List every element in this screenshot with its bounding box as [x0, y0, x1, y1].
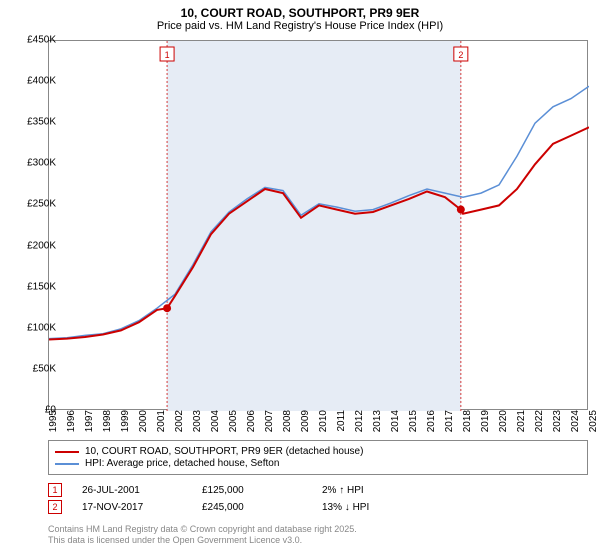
legend-label-hpi: HPI: Average price, detached house, Seft… — [85, 458, 279, 469]
x-tick-label: 2025 — [588, 410, 599, 440]
footer-attribution: Contains HM Land Registry data © Crown c… — [48, 524, 357, 546]
y-tick-label: £400K — [12, 76, 56, 87]
x-tick-label: 2004 — [210, 410, 221, 440]
footer-line-1: Contains HM Land Registry data © Crown c… — [48, 524, 357, 535]
legend-swatch-price-paid — [55, 451, 79, 453]
x-tick-label: 2018 — [462, 410, 473, 440]
y-tick-label: £100K — [12, 322, 56, 333]
x-tick-label: 2012 — [354, 410, 365, 440]
x-tick-label: 2020 — [498, 410, 509, 440]
chart-svg: 12 — [49, 41, 589, 411]
x-tick-label: 2006 — [246, 410, 257, 440]
sale-marker-box: 1 — [48, 483, 62, 497]
x-tick-label: 1995 — [48, 410, 59, 440]
y-tick-label: £450K — [12, 35, 56, 46]
x-tick-label: 2003 — [192, 410, 203, 440]
y-tick-label: £300K — [12, 158, 56, 169]
x-tick-label: 2005 — [228, 410, 239, 440]
x-tick-label: 1996 — [66, 410, 77, 440]
svg-text:2: 2 — [458, 50, 463, 60]
legend-label-price-paid: 10, COURT ROAD, SOUTHPORT, PR9 9ER (deta… — [85, 446, 363, 457]
sale-date: 26-JUL-2001 — [82, 485, 182, 496]
x-tick-label: 2017 — [444, 410, 455, 440]
x-tick-label: 2010 — [318, 410, 329, 440]
sale-markers-table: 1 26-JUL-2001 £125,000 2% ↑ HPI 2 17-NOV… — [48, 480, 588, 517]
sale-delta: 2% ↑ HPI — [322, 485, 422, 496]
chart-subtitle: Price paid vs. HM Land Registry's House … — [0, 20, 600, 36]
x-tick-label: 2002 — [174, 410, 185, 440]
sale-marker-box: 2 — [48, 500, 62, 514]
x-tick-label: 2024 — [570, 410, 581, 440]
x-tick-label: 2013 — [372, 410, 383, 440]
sale-row: 2 17-NOV-2017 £245,000 13% ↓ HPI — [48, 500, 588, 514]
x-tick-label: 2016 — [426, 410, 437, 440]
x-tick-label: 2011 — [336, 410, 347, 440]
x-tick-label: 2007 — [264, 410, 275, 440]
y-tick-label: £50K — [12, 363, 56, 374]
legend-swatch-hpi — [55, 463, 79, 465]
y-tick-label: £250K — [12, 199, 56, 210]
svg-text:1: 1 — [165, 50, 170, 60]
x-tick-label: 1999 — [120, 410, 131, 440]
x-tick-label: 2001 — [156, 410, 167, 440]
legend-row-hpi: HPI: Average price, detached house, Seft… — [55, 458, 581, 469]
x-tick-label: 1997 — [84, 410, 95, 440]
sale-row: 1 26-JUL-2001 £125,000 2% ↑ HPI — [48, 483, 588, 497]
x-tick-label: 2023 — [552, 410, 563, 440]
x-tick-label: 2000 — [138, 410, 149, 440]
x-tick-label: 2009 — [300, 410, 311, 440]
y-tick-label: £150K — [12, 281, 56, 292]
x-tick-label: 2014 — [390, 410, 401, 440]
x-tick-label: 1998 — [102, 410, 113, 440]
chart-title: 10, COURT ROAD, SOUTHPORT, PR9 9ER — [0, 0, 600, 20]
sale-price: £125,000 — [202, 485, 302, 496]
x-tick-label: 2008 — [282, 410, 293, 440]
sale-delta: 13% ↓ HPI — [322, 502, 422, 513]
x-tick-label: 2021 — [516, 410, 527, 440]
legend: 10, COURT ROAD, SOUTHPORT, PR9 9ER (deta… — [48, 440, 588, 475]
x-tick-label: 2019 — [480, 410, 491, 440]
chart-area: 12 — [48, 40, 588, 410]
sale-price: £245,000 — [202, 502, 302, 513]
y-tick-label: £350K — [12, 117, 56, 128]
x-tick-label: 2022 — [534, 410, 545, 440]
footer-line-2: This data is licensed under the Open Gov… — [48, 535, 357, 546]
sale-date: 17-NOV-2017 — [82, 502, 182, 513]
legend-row-price-paid: 10, COURT ROAD, SOUTHPORT, PR9 9ER (deta… — [55, 446, 581, 457]
x-tick-label: 2015 — [408, 410, 419, 440]
y-tick-label: £200K — [12, 240, 56, 251]
